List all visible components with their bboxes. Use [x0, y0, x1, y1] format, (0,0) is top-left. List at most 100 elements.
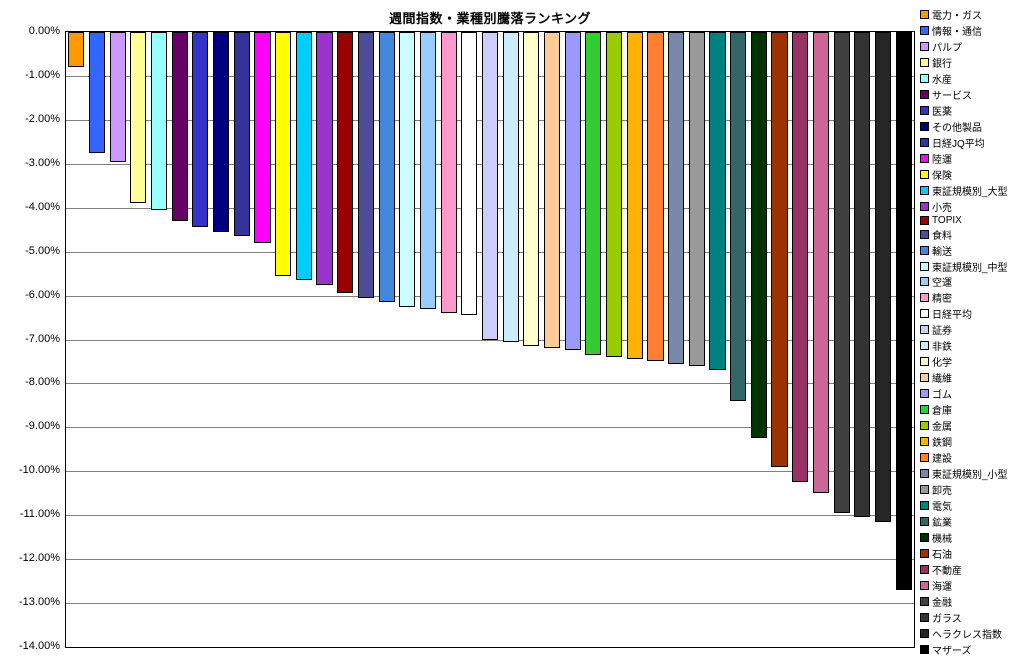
legend-swatch	[920, 185, 929, 195]
legend-label: 金属	[932, 422, 952, 434]
bar	[68, 32, 85, 68]
legend-item: 日経平均	[920, 306, 1008, 321]
legend-swatch	[920, 89, 929, 99]
legend-label: 陸運	[932, 154, 952, 166]
y-axis-tick-label: -8.00%	[25, 376, 60, 389]
legend-swatch	[920, 596, 929, 606]
bar	[854, 32, 871, 518]
bar	[771, 32, 788, 467]
legend-label: 東証規模別_中型	[932, 262, 1008, 274]
gridline	[66, 471, 914, 473]
legend-item: 東証規模別_中型	[920, 259, 1008, 274]
legend-swatch	[920, 437, 929, 447]
legend-label: 証券	[932, 326, 952, 338]
legend-label: その他製品	[932, 122, 982, 134]
legend-swatch	[920, 201, 929, 211]
legend-label: 非鉄	[932, 342, 952, 354]
bar	[88, 32, 106, 153]
legend-label: 医薬	[932, 106, 952, 118]
legend-swatch	[920, 121, 929, 131]
legend-swatch	[920, 215, 929, 225]
legend-swatch	[920, 389, 929, 399]
legend-item: 金属	[920, 418, 1008, 433]
legend-item: 精密	[920, 290, 1008, 305]
legend-item: 小売	[920, 199, 1008, 214]
legend-item: 鉱業	[920, 514, 1008, 529]
legend-item: 輸送	[920, 243, 1008, 258]
bar	[295, 32, 312, 281]
legend-swatch	[920, 421, 929, 431]
bar	[626, 32, 643, 360]
bar	[337, 32, 354, 294]
legend-swatch	[920, 105, 929, 115]
legend-label: ゴム	[932, 390, 952, 402]
legend-item: 医薬	[920, 103, 1008, 118]
legend-label: 卸売	[932, 486, 952, 498]
y-axis-tick-label: -9.00%	[25, 420, 60, 433]
gridline	[66, 603, 914, 605]
legend-item: 東証規模別_小型	[920, 466, 1008, 481]
bar	[233, 32, 250, 237]
legend-item: 建設	[920, 450, 1008, 465]
y-axis-tick-label: -7.00%	[25, 332, 60, 345]
bar	[792, 32, 809, 483]
y-axis-tick-label: -10.00%	[19, 464, 60, 477]
y-axis-tick-label: 0.00%	[28, 25, 60, 37]
y-axis-tick-label: -4.00%	[25, 200, 60, 213]
bar	[709, 32, 726, 371]
legend-label: 情報・通信	[932, 26, 982, 38]
legend-item: 鉄鋼	[920, 434, 1008, 449]
legend-item: サービス	[920, 87, 1008, 102]
legend-swatch	[920, 453, 929, 463]
legend-swatch	[920, 325, 929, 335]
legend-label: 不動産	[932, 565, 962, 577]
bar	[378, 32, 395, 303]
legend-swatch	[920, 169, 929, 179]
bar	[874, 32, 892, 522]
y-axis-tick-label: -3.00%	[25, 156, 60, 169]
legend-item: TOPIX	[920, 215, 1008, 226]
legend-label: 電気	[932, 502, 952, 514]
legend-item: 日経JQ平均	[920, 135, 1008, 150]
legend-item: 繊維	[920, 370, 1008, 385]
legend-swatch	[920, 501, 929, 511]
y-axis-tick-label: -13.00%	[19, 596, 60, 609]
bar	[895, 32, 912, 590]
legend-item: 銀行	[920, 55, 1008, 70]
bar	[440, 32, 457, 314]
bar	[688, 32, 705, 366]
legend-label: ヘラクレス指数	[932, 629, 1002, 641]
legend-label: ガラス	[932, 613, 962, 625]
bar	[668, 32, 685, 364]
bar	[192, 32, 209, 228]
bar	[461, 32, 478, 316]
legend-label: 金融	[932, 597, 952, 609]
bar	[254, 32, 271, 243]
legend-item: 化学	[920, 354, 1008, 369]
bar	[564, 32, 581, 351]
y-axis-tick-label: -11.00%	[19, 508, 60, 521]
legend-label: 海運	[932, 581, 952, 593]
legend-swatch	[920, 469, 929, 479]
legend-swatch	[920, 405, 929, 415]
legend-swatch	[920, 245, 929, 255]
legend-item: 電力・ガス	[920, 7, 1008, 22]
legend-swatch	[920, 309, 929, 319]
gridline	[66, 515, 914, 517]
legend-label: 鉱業	[932, 518, 952, 529]
legend-label: 電力・ガス	[932, 11, 982, 22]
gridline	[66, 339, 914, 341]
legend-item: 不動産	[920, 562, 1008, 577]
legend-label: 倉庫	[932, 406, 952, 418]
legend-swatch	[920, 137, 929, 147]
legend-item: 保険	[920, 167, 1008, 182]
legend-swatch	[920, 25, 929, 35]
legend-label: 保険	[932, 170, 952, 182]
bar	[750, 32, 767, 439]
legend-label: 精密	[932, 294, 952, 306]
legend-item: 陸運	[920, 151, 1008, 166]
legend-swatch	[920, 261, 929, 271]
legend-swatch	[920, 548, 929, 558]
legend-swatch	[920, 644, 929, 654]
legend: 電力・ガス 情報・通信 パルプ 銀行 水産 サービス 医薬 その他製品 日経JQ平均 陸運 保険 東証…	[920, 7, 1008, 657]
